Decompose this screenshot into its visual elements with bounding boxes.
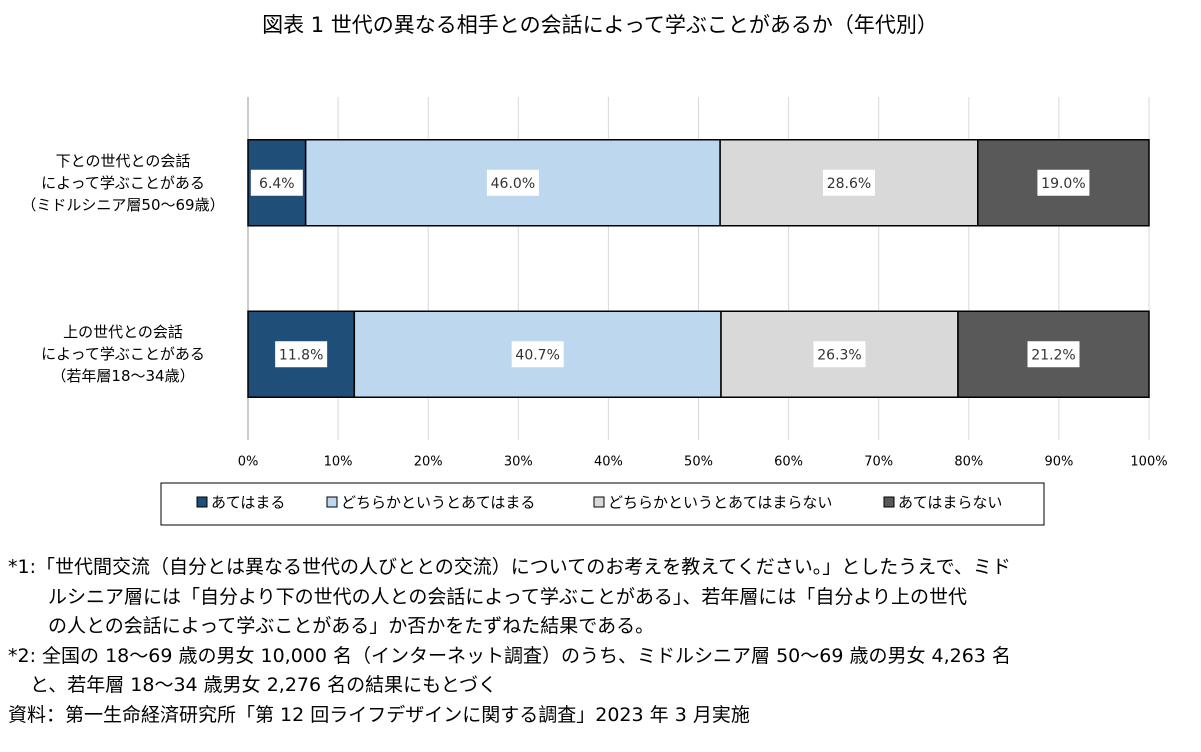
- legend-label: あてはまらない: [898, 494, 1002, 512]
- note: の人との会話によって学ぶことがある」か否かをたずねた結果である。: [48, 615, 655, 637]
- x-tick-label: 0%: [238, 455, 259, 470]
- value-label-box: [511, 341, 564, 368]
- note: 資料：第一生命経済研究所「第 12 回ライフデザインに関する調査」2023 年 …: [8, 703, 750, 726]
- x-tick-label: 90%: [1044, 455, 1073, 470]
- value-label-box: [486, 169, 539, 196]
- y-tick-label: 上の世代との会話 によって学ぶことがある （若年層18～34歳）: [41, 323, 205, 386]
- note: ルシニア層には「自分より下の世代の人との会話によって学ぶことがある」、若年層には…: [48, 585, 968, 608]
- legend-marker: [883, 496, 895, 508]
- value-label-box: [1027, 341, 1080, 368]
- legend-marker: [593, 496, 605, 508]
- value-label: 21.2%: [1031, 347, 1075, 363]
- chart-title: 図表 1 世代の異なる相手との会話によって学ぶことがあるか（年代別）: [262, 13, 938, 37]
- note: *1:「世代間交流（自分とは異なる世代の人びととの交流）についてのお考えを教えて…: [8, 556, 1011, 578]
- legend-marker: [326, 496, 338, 508]
- x-tick-label: 100%: [1130, 455, 1167, 470]
- value-label: 40.7%: [515, 347, 559, 363]
- value-label-box: [1037, 169, 1090, 196]
- value-label-box: [275, 341, 328, 368]
- x-tick-label: 30%: [504, 455, 533, 470]
- note: と、若年層 18～34 歳男女 2,276 名の結果にもとづく: [30, 674, 498, 696]
- value-label-box: [822, 169, 875, 196]
- value-label: 26.3%: [817, 347, 861, 363]
- value-label-box: [813, 341, 866, 368]
- value-label: 6.4%: [259, 176, 295, 192]
- value-label: 11.8%: [279, 347, 323, 363]
- legend-label: あてはまる: [211, 494, 285, 512]
- legend-label: どちらかというとあてはまる: [341, 494, 535, 512]
- value-label: 19.0%: [1041, 176, 1085, 192]
- value-label: 46.0%: [491, 176, 535, 192]
- x-tick-label: 60%: [774, 455, 803, 470]
- x-tick-label: 70%: [864, 455, 893, 470]
- x-tick-label: 50%: [684, 455, 713, 470]
- legend-marker: [196, 496, 208, 508]
- x-tick-label: 10%: [324, 455, 353, 470]
- x-tick-label: 80%: [954, 455, 983, 470]
- legend-label: どちらかというとあてはまらない: [608, 494, 832, 512]
- y-tick-label: 下との世代との会話 によって学ぶことがある （ミドルシニア層50～69歳）: [21, 151, 225, 214]
- x-tick-label: 40%: [594, 455, 623, 470]
- value-label-box: [250, 169, 303, 196]
- note: *2: 全国の 18～69 歳の男女 10,000 名（インターネット調査）のう…: [8, 644, 1011, 667]
- x-tick-label: 20%: [414, 455, 443, 470]
- value-label: 28.6%: [827, 176, 871, 192]
